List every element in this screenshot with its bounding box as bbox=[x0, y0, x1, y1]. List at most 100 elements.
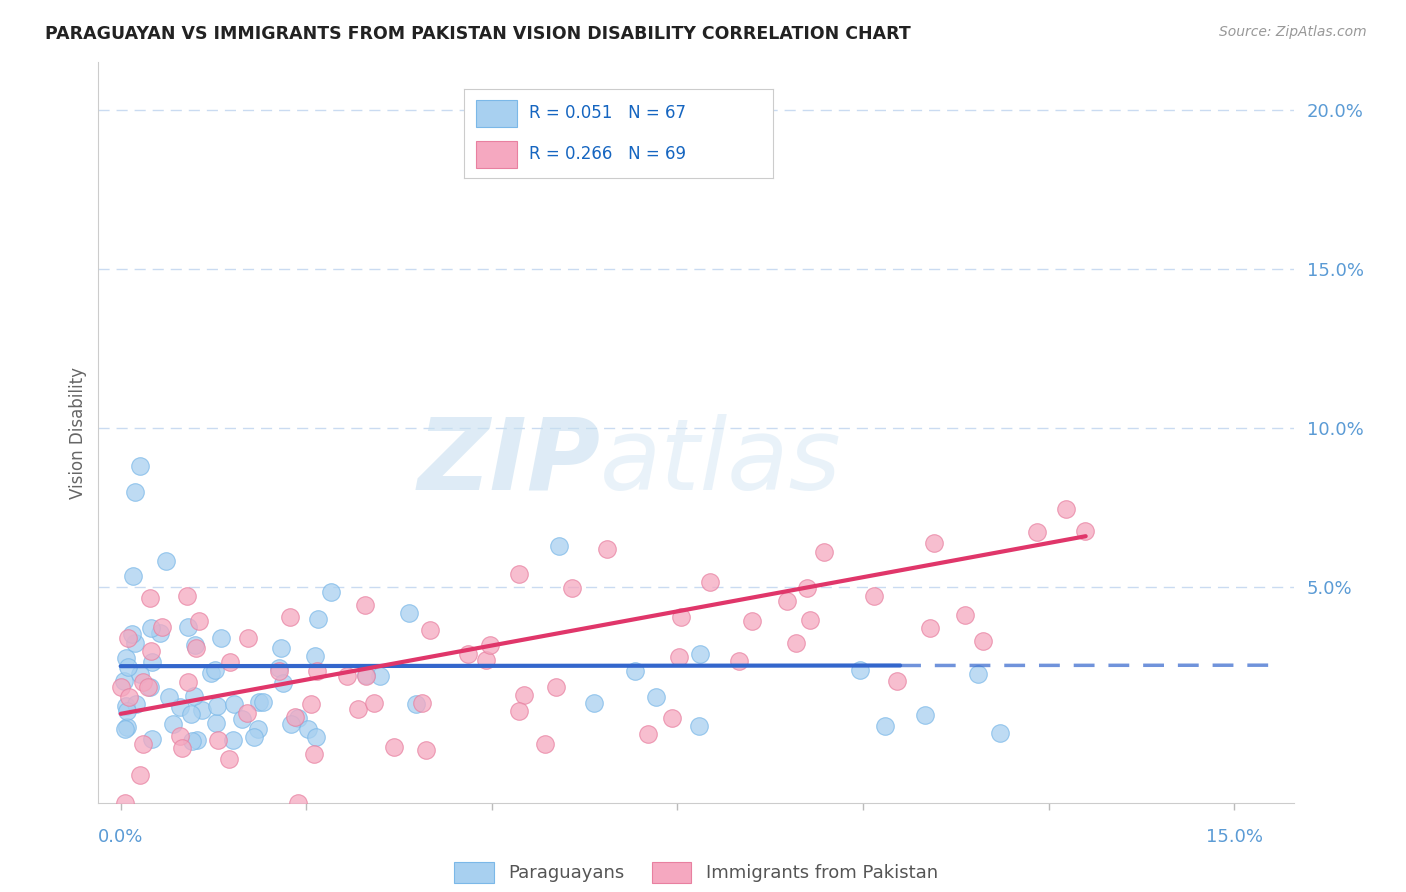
Point bbox=[922, 536, 945, 550]
Point bbox=[688, 719, 710, 733]
Point bbox=[988, 726, 1011, 740]
Point bbox=[177, 620, 200, 634]
Point bbox=[269, 661, 291, 675]
Point bbox=[205, 716, 228, 731]
Point bbox=[1054, 502, 1077, 516]
Point bbox=[305, 664, 328, 678]
Point bbox=[118, 690, 141, 705]
Point bbox=[129, 768, 152, 782]
Point bbox=[184, 640, 207, 655]
Legend: Paraguayans, Immigrants from Pakistan: Paraguayans, Immigrants from Pakistan bbox=[447, 855, 945, 890]
Text: Source: ZipAtlas.com: Source: ZipAtlas.com bbox=[1219, 25, 1367, 39]
Point bbox=[637, 727, 659, 741]
Point bbox=[149, 626, 172, 640]
Point bbox=[347, 702, 370, 716]
Point bbox=[169, 729, 191, 743]
Point bbox=[114, 699, 136, 714]
Point bbox=[533, 737, 555, 751]
Point bbox=[181, 734, 204, 748]
Point bbox=[218, 655, 240, 669]
Point bbox=[299, 698, 322, 712]
Point bbox=[112, 674, 135, 689]
Point bbox=[188, 615, 211, 629]
Point bbox=[115, 650, 138, 665]
Point bbox=[252, 695, 274, 709]
Point bbox=[121, 626, 143, 640]
Point bbox=[125, 697, 148, 711]
Point bbox=[862, 589, 884, 603]
Point bbox=[190, 703, 212, 717]
Point bbox=[207, 732, 229, 747]
Point bbox=[548, 539, 571, 553]
Point bbox=[354, 669, 377, 683]
Point bbox=[728, 654, 751, 668]
Point bbox=[920, 621, 942, 635]
Y-axis label: Vision Disability: Vision Disability bbox=[69, 367, 87, 499]
Point bbox=[354, 668, 377, 682]
Point bbox=[354, 598, 377, 612]
Point bbox=[141, 655, 163, 669]
Point bbox=[141, 643, 163, 657]
Point bbox=[270, 640, 292, 655]
Point bbox=[243, 730, 266, 744]
Point bbox=[114, 796, 136, 810]
Point bbox=[796, 581, 818, 595]
Point bbox=[297, 722, 319, 736]
Text: atlas: atlas bbox=[600, 414, 842, 511]
Point bbox=[124, 485, 146, 500]
Point bbox=[129, 667, 152, 681]
Point bbox=[231, 712, 253, 726]
Point bbox=[180, 707, 202, 722]
Text: 15.0%: 15.0% bbox=[1205, 828, 1263, 847]
Point bbox=[200, 665, 222, 680]
Point bbox=[169, 699, 191, 714]
Point bbox=[457, 647, 479, 661]
Point bbox=[131, 674, 153, 689]
Point bbox=[914, 707, 936, 722]
Point bbox=[218, 751, 240, 765]
Point bbox=[813, 544, 835, 558]
Point bbox=[475, 653, 498, 667]
Point bbox=[222, 697, 245, 711]
Point bbox=[162, 717, 184, 731]
Point bbox=[124, 636, 146, 650]
Point bbox=[741, 614, 763, 628]
Point bbox=[267, 664, 290, 678]
Point bbox=[302, 747, 325, 762]
Point bbox=[271, 675, 294, 690]
Point bbox=[966, 666, 988, 681]
Point bbox=[319, 584, 342, 599]
Point bbox=[644, 690, 666, 704]
Point bbox=[157, 690, 180, 704]
Point bbox=[131, 737, 153, 751]
Text: R = 0.266   N = 69: R = 0.266 N = 69 bbox=[529, 145, 686, 163]
Point bbox=[776, 594, 799, 608]
Point bbox=[284, 710, 307, 724]
Point bbox=[363, 696, 385, 710]
Point bbox=[368, 669, 391, 683]
Point bbox=[209, 631, 232, 645]
Point bbox=[479, 638, 502, 652]
Point bbox=[117, 660, 139, 674]
Point bbox=[304, 649, 326, 664]
Point bbox=[953, 607, 976, 622]
Point bbox=[689, 647, 711, 661]
Point bbox=[222, 732, 245, 747]
Point bbox=[419, 623, 441, 637]
Point bbox=[139, 680, 162, 694]
Point bbox=[785, 636, 807, 650]
Point bbox=[405, 697, 427, 711]
Bar bbox=[477, 100, 516, 127]
Point bbox=[513, 688, 536, 702]
Bar bbox=[477, 141, 516, 168]
Point bbox=[141, 621, 163, 635]
Point bbox=[848, 663, 870, 677]
Point bbox=[671, 610, 693, 624]
Point bbox=[1074, 524, 1097, 539]
Point bbox=[186, 732, 208, 747]
Text: PARAGUAYAN VS IMMIGRANTS FROM PAKISTAN VISION DISABILITY CORRELATION CHART: PARAGUAYAN VS IMMIGRANTS FROM PAKISTAN V… bbox=[45, 25, 911, 43]
Point bbox=[236, 706, 259, 721]
Point bbox=[661, 711, 683, 725]
Point bbox=[150, 620, 173, 634]
Point bbox=[172, 740, 194, 755]
